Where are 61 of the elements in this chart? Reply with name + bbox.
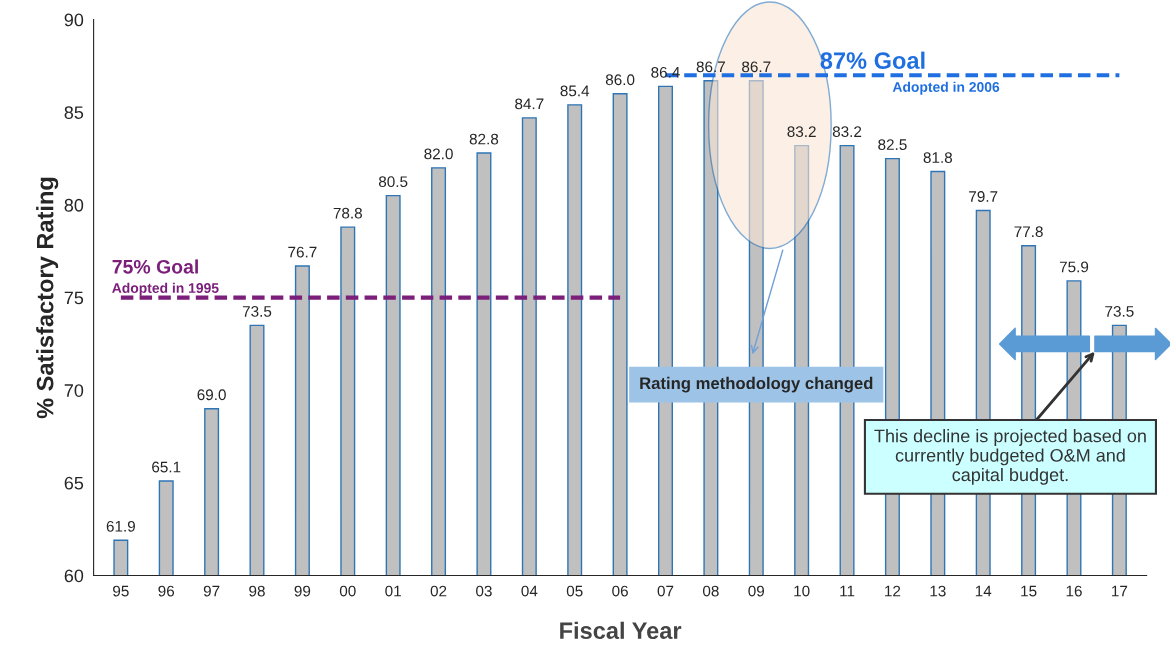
y-tick-label: 80 xyxy=(64,198,84,212)
data-label: 78.8 xyxy=(333,207,362,219)
x-tick-label: 09 xyxy=(748,585,765,597)
x-tick-label: 04 xyxy=(521,585,538,597)
x-tick-label: 98 xyxy=(249,585,265,597)
x-tick-label: 00 xyxy=(339,585,356,597)
x-tick-label: 02 xyxy=(430,585,447,597)
data-label: 75.9 xyxy=(1059,261,1089,273)
y-axis-title: % Satisfactory Rating xyxy=(36,177,59,419)
x-tick-label: 03 xyxy=(476,585,492,597)
data-label: 77.8 xyxy=(1014,226,1043,238)
data-label: 73.5 xyxy=(1105,305,1134,317)
annotation: Adopted in 1995 xyxy=(112,282,219,296)
x-tick-label: 15 xyxy=(1021,585,1037,597)
y-tick-label: 85 xyxy=(64,106,84,119)
data-label: 82.0 xyxy=(424,148,453,160)
data-label: 79.7 xyxy=(969,191,998,202)
x-tick-label: 06 xyxy=(612,585,628,597)
series-label: 87% Goal xyxy=(820,51,925,69)
x-tick-label: 08 xyxy=(702,585,719,597)
annotation: This decline is projected based on currently budgeted O&M and capital budget. xyxy=(874,429,1146,485)
data-label: 81.8 xyxy=(923,152,953,163)
y-tick-label: 65 xyxy=(64,476,84,490)
y-tick-label: 70 xyxy=(64,384,84,397)
x-tick-label: 95 xyxy=(113,585,129,597)
data-label: 83.2 xyxy=(787,126,816,138)
data-label: 86.4 xyxy=(651,66,680,78)
y-tick-label: 90 xyxy=(64,13,84,27)
x-tick-label: 11 xyxy=(840,585,855,597)
data-label: 73.5 xyxy=(242,305,272,317)
x-tick-label: 96 xyxy=(158,585,175,597)
y-tick-label: 60 xyxy=(64,569,84,583)
data-label: 85.4 xyxy=(560,85,590,97)
series-label: 75% Goal xyxy=(112,259,198,274)
data-label: 84.7 xyxy=(515,98,544,110)
annotation: Rating methodology changed xyxy=(640,376,873,393)
data-label: 82.5 xyxy=(878,139,907,151)
x-tick-label: 17 xyxy=(1112,585,1128,597)
x-tick-label: 16 xyxy=(1066,585,1082,597)
x-tick-label: 99 xyxy=(294,585,311,597)
data-label: 61.9 xyxy=(106,520,135,532)
data-label: 76.7 xyxy=(288,246,317,258)
data-label: 82.8 xyxy=(469,133,499,145)
x-tick-label: 97 xyxy=(203,585,220,597)
data-label: 83.2 xyxy=(832,126,862,138)
data-label: 80.5 xyxy=(378,176,408,188)
data-label: 86.7 xyxy=(742,61,771,73)
data-label: 69.0 xyxy=(197,389,226,401)
x-tick-label: 12 xyxy=(885,585,901,597)
x-tick-label: 01 xyxy=(385,585,401,597)
data-label: 65.1 xyxy=(152,461,181,473)
x-tick-label: 05 xyxy=(566,585,583,597)
x-tick-label: 13 xyxy=(930,585,946,597)
y-tick-label: 75 xyxy=(64,291,84,305)
data-label: 86.0 xyxy=(605,74,635,86)
x-tick-label: 14 xyxy=(975,585,992,597)
annotation: Adopted in 2006 xyxy=(892,81,1000,95)
x-axis-title: Fiscal Year xyxy=(560,621,682,640)
x-tick-label: 10 xyxy=(794,585,810,597)
data-label: 86.7 xyxy=(696,61,725,73)
x-tick-label: 07 xyxy=(657,585,674,597)
